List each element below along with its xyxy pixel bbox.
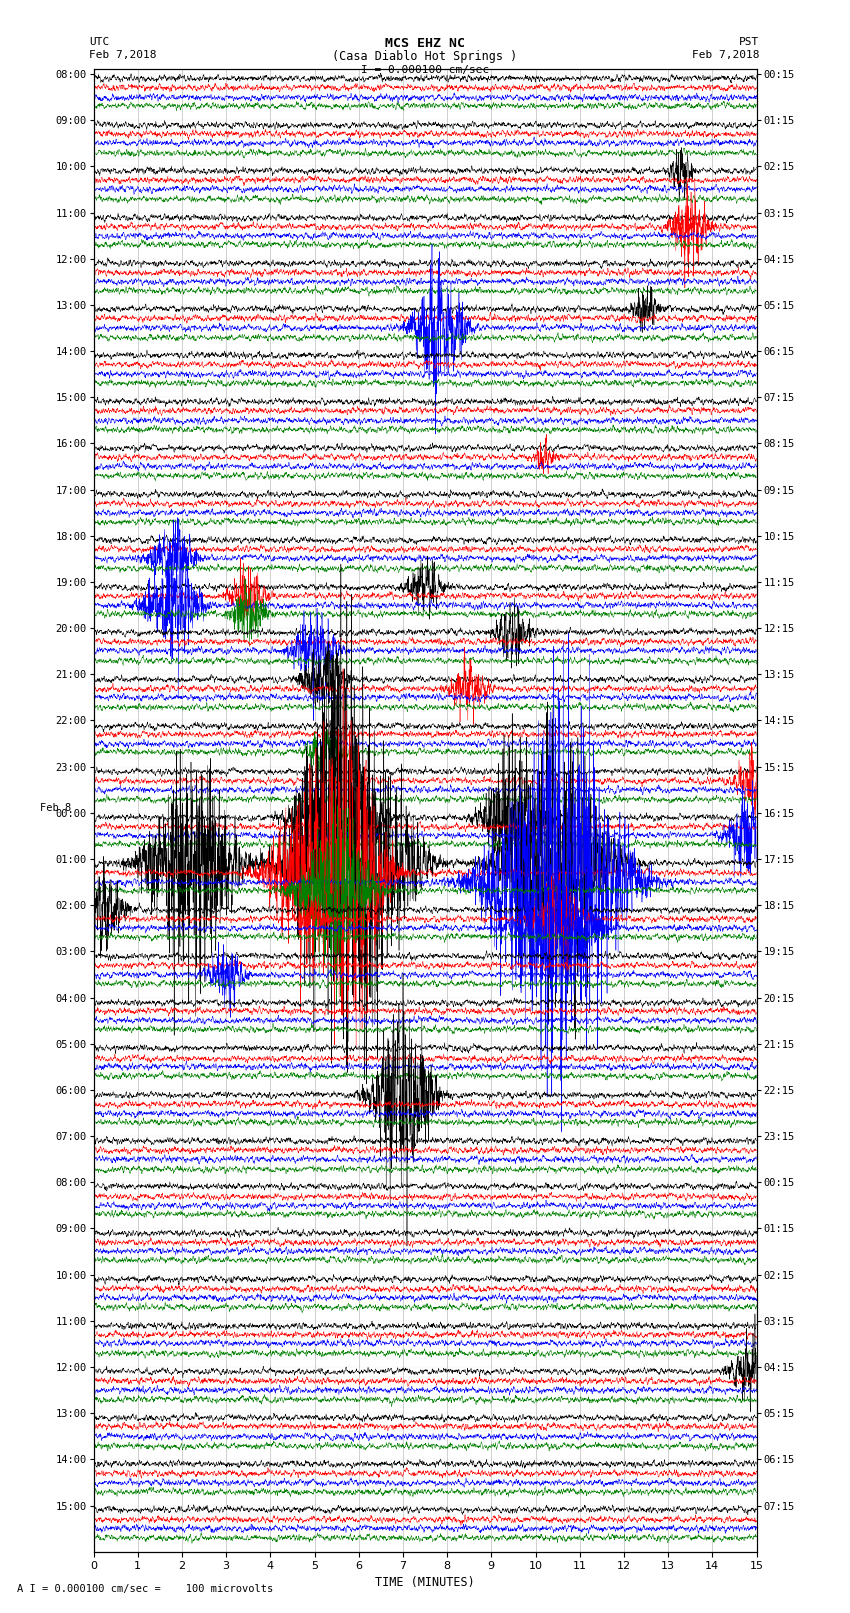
- Text: (Casa Diablo Hot Springs ): (Casa Diablo Hot Springs ): [332, 50, 518, 63]
- Text: Feb 7,2018: Feb 7,2018: [89, 50, 156, 60]
- Text: MCS EHZ NC: MCS EHZ NC: [385, 37, 465, 50]
- Text: UTC: UTC: [89, 37, 110, 47]
- Text: Feb 7,2018: Feb 7,2018: [692, 50, 759, 60]
- X-axis label: TIME (MINUTES): TIME (MINUTES): [375, 1576, 475, 1589]
- Text: PST: PST: [739, 37, 759, 47]
- Text: I = 0.000100 cm/sec: I = 0.000100 cm/sec: [361, 65, 489, 74]
- Text: Feb 8: Feb 8: [40, 803, 71, 813]
- Text: A I = 0.000100 cm/sec =    100 microvolts: A I = 0.000100 cm/sec = 100 microvolts: [17, 1584, 273, 1594]
